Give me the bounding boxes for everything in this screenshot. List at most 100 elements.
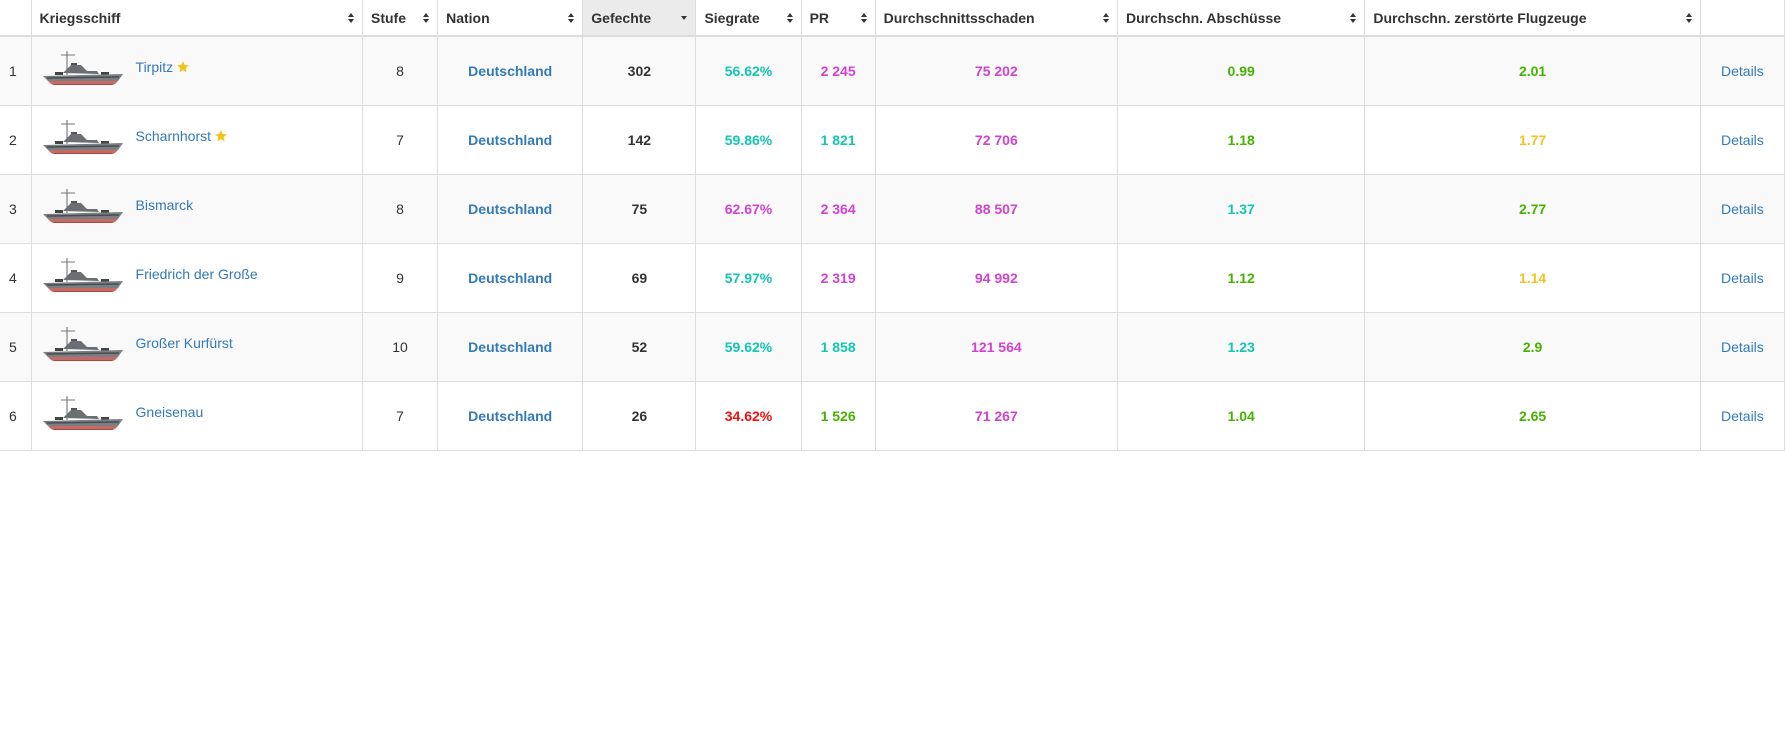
damage-cell: 72 706 [874,105,1119,175]
battleship-icon [42,258,123,292]
details-link[interactable]: Details [1699,174,1785,244]
battles-cell: 26 [582,381,697,451]
table-body: 1 Tirpitz [0,36,1785,451]
ship-name[interactable]: Bismarck [135,197,194,213]
pr-cell: 1 821 [800,105,876,175]
ship-link[interactable]: Tirpitz [136,59,191,75]
ship-link[interactable]: Scharnhorst [136,128,228,144]
sort-icon [1685,12,1692,23]
details-link[interactable]: Details [1699,243,1785,313]
star-icon [215,130,227,142]
header-actions [1699,0,1785,37]
planes-cell: 2.77 [1364,174,1701,244]
winrate-cell: 59.62% [695,312,802,382]
ship-name[interactable]: Gneisenau [135,404,204,420]
damage-cell: 75 202 [874,36,1119,106]
ship-cell: Großer Kurfürst [30,312,363,382]
star-icon [177,61,189,73]
header-pr[interactable]: PR [800,0,876,37]
details-link[interactable]: Details [1699,36,1785,106]
pr-cell: 2 245 [800,36,876,106]
winrate-cell: 57.97% [695,243,802,313]
tier-cell: 7 [361,105,439,175]
kills-cell: 1.04 [1116,381,1366,451]
ship-name[interactable]: Tirpitz [135,59,174,75]
planes-cell: 2.01 [1364,36,1701,106]
nation-link[interactable]: Deutschland [437,174,584,244]
tier-cell: 9 [361,243,439,313]
battles-cell: 142 [582,105,697,175]
damage-cell: 88 507 [874,174,1119,244]
header-damage[interactable]: Durchschnittsschaden [874,0,1119,37]
kills-cell: 1.12 [1116,243,1366,313]
pr-cell: 2 319 [800,243,876,313]
kills-cell: 1.18 [1116,105,1366,175]
header-tier[interactable]: Stufe [361,0,439,37]
ship-link[interactable]: Friedrich der Große [136,266,258,282]
pr-cell: 2 364 [800,174,876,244]
nation-link[interactable]: Deutschland [437,381,584,451]
ship-link[interactable]: Gneisenau [136,404,204,420]
ship-name[interactable]: Großer Kurfürst [135,335,233,351]
battleship-icon [42,51,123,85]
row-index: 6 [0,381,32,451]
header-nation[interactable]: Nation [437,0,584,37]
details-link[interactable]: Details [1699,105,1785,175]
kills-cell: 1.23 [1116,312,1366,382]
winrate-cell: 34.62% [695,381,802,451]
nation-link[interactable]: Deutschland [437,36,584,106]
table-row: 5 Großer Kurfürst [0,312,1785,382]
battles-cell: 302 [582,36,697,106]
ship-cell: Tirpitz [30,36,363,106]
ship-cell: Gneisenau [30,381,363,451]
tier-cell: 8 [361,174,439,244]
header-battles[interactable]: Gefechte [582,0,697,37]
battleship-icon [42,396,123,430]
nation-link[interactable]: Deutschland [437,105,584,175]
damage-cell: 71 267 [874,381,1119,451]
sort-icon [1350,12,1357,23]
kills-cell: 0.99 [1116,36,1366,106]
table-row: 2 Scharnhorst [0,105,1785,175]
planes-cell: 1.14 [1364,243,1701,313]
sort-icon [347,12,354,23]
tier-cell: 7 [361,381,439,451]
header-winrate[interactable]: Siegrate [695,0,802,37]
details-link[interactable]: Details [1699,312,1785,382]
row-index: 3 [0,174,32,244]
table-row: 3 Bismarck [0,174,1785,244]
ship-cell: Scharnhorst [30,105,363,175]
winrate-cell: 59.86% [695,105,802,175]
ship-link[interactable]: Bismarck [136,197,194,213]
tier-cell: 8 [361,36,439,106]
details-link[interactable]: Details [1699,381,1785,451]
sort-icon [423,12,430,23]
battles-cell: 69 [582,243,697,313]
header-planes[interactable]: Durchschn. zerstörte Flugzeuge [1364,0,1701,37]
nation-link[interactable]: Deutschland [437,243,584,313]
ship-name[interactable]: Scharnhorst [135,128,212,144]
ship-name[interactable]: Friedrich der Große [135,266,258,282]
table-row: 6 Gneisenau [0,381,1785,451]
planes-cell: 2.65 [1364,381,1701,451]
planes-cell: 1.77 [1364,105,1701,175]
table-header: Kriegsschiff Stufe Nation Gefechte Siegr… [0,0,1785,37]
kills-cell: 1.37 [1116,174,1366,244]
winrate-cell: 56.62% [695,36,802,106]
damage-cell: 121 564 [874,312,1119,382]
sort-icon [1103,12,1109,23]
ship-link[interactable]: Großer Kurfürst [136,335,233,351]
ship-cell: Friedrich der Große [30,243,363,313]
header-kills[interactable]: Durchschn. Abschüsse [1116,0,1366,37]
sort-icon [786,12,793,23]
battleship-icon [42,120,123,154]
table-row: 1 Tirpitz [0,36,1785,106]
battleship-icon [42,327,123,361]
sort-icon [860,12,867,23]
row-index: 1 [0,36,32,106]
damage-cell: 94 992 [874,243,1119,313]
header-ship[interactable]: Kriegsschiff [30,0,363,37]
ship-cell: Bismarck [30,174,363,244]
nation-link[interactable]: Deutschland [437,312,584,382]
sort-desc-icon [681,13,688,23]
